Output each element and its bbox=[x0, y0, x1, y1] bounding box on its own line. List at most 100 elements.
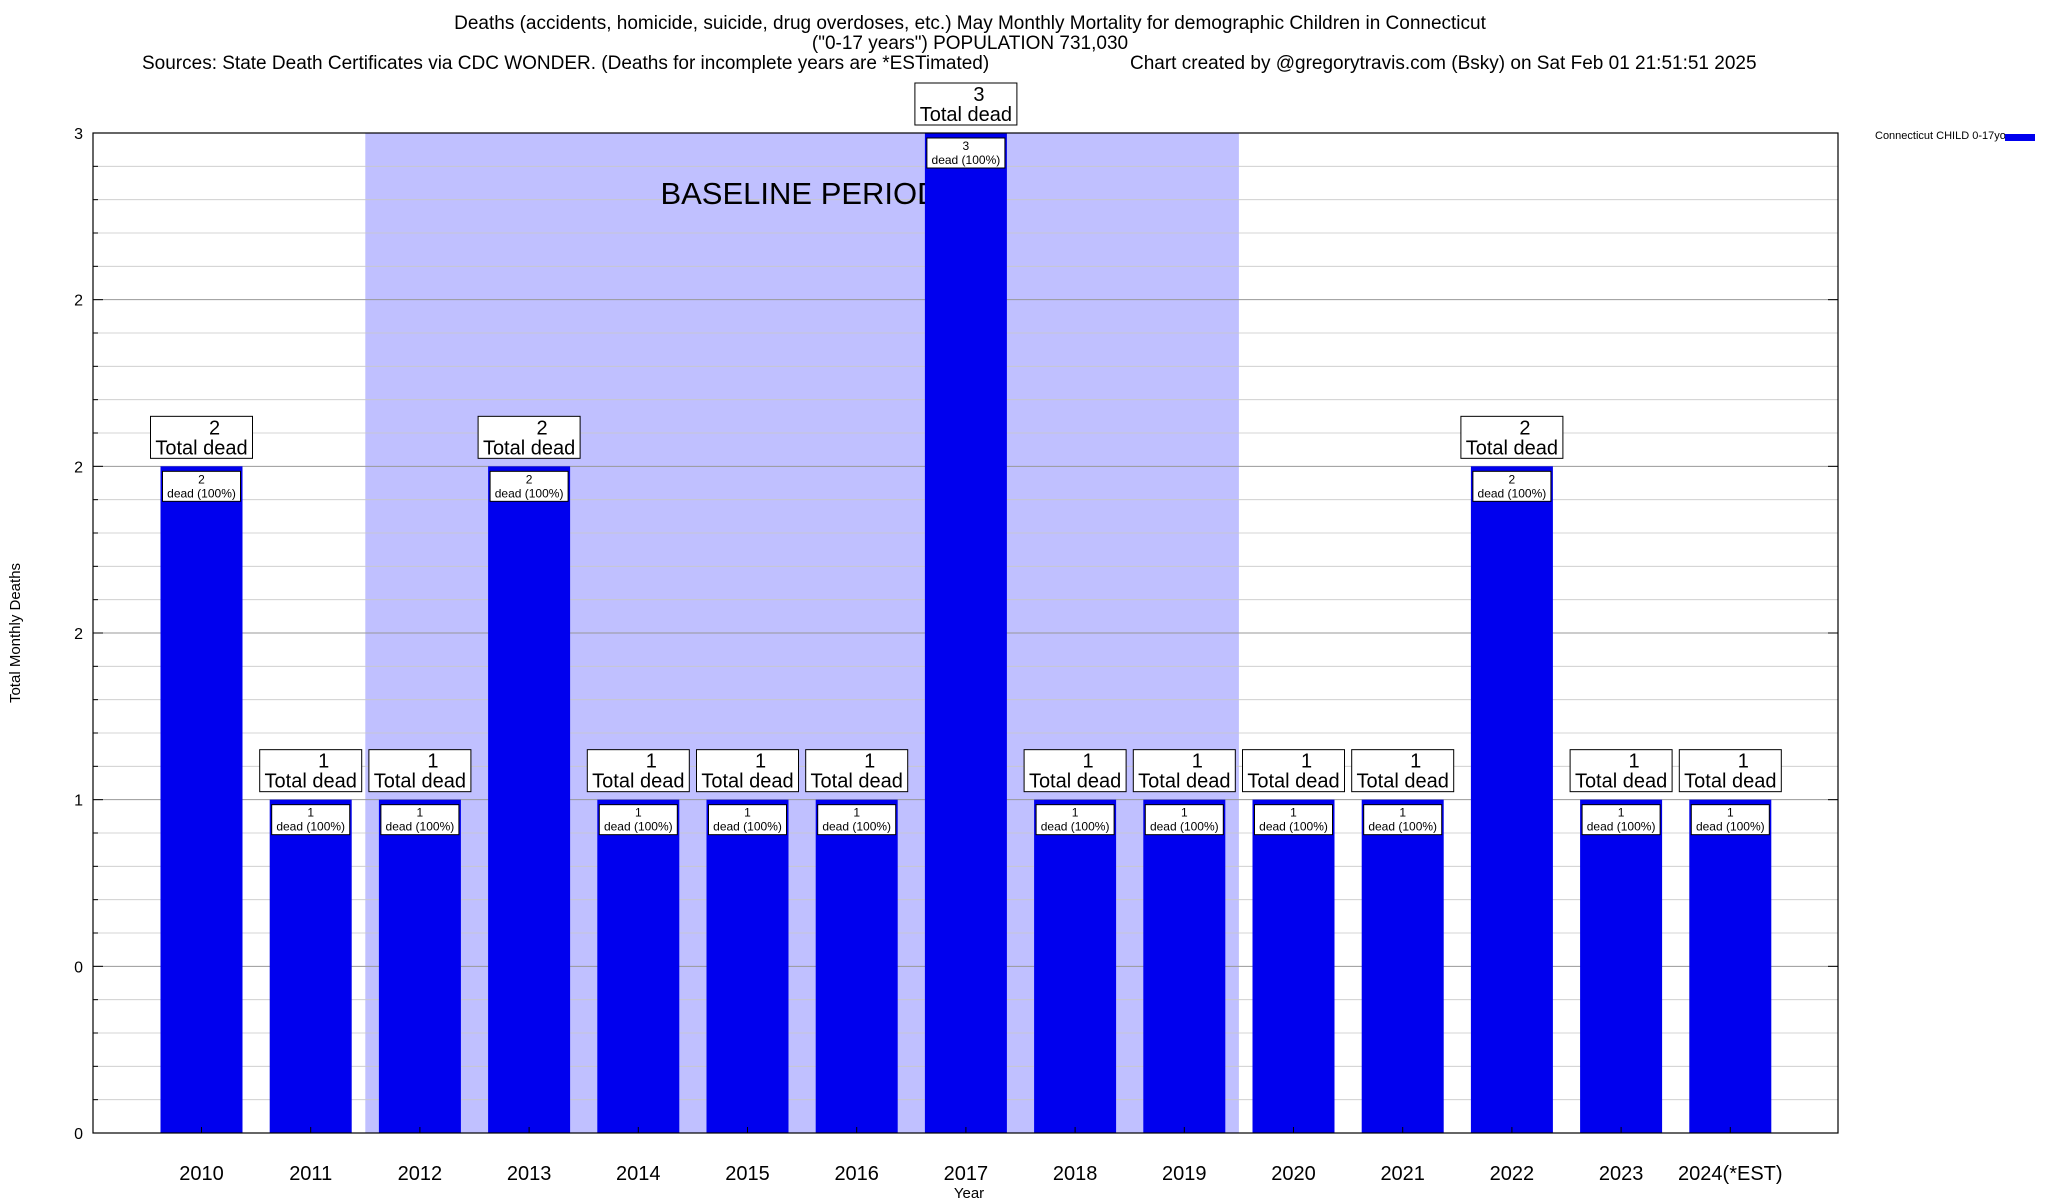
bar-2020 bbox=[1252, 799, 1335, 1133]
total-label-value: 1 bbox=[427, 751, 438, 773]
total-label-value: 1 bbox=[1192, 751, 1203, 773]
inner-label-box bbox=[1472, 470, 1552, 502]
inner-label-value: 1 bbox=[417, 806, 424, 820]
total-label-value: 1 bbox=[1738, 751, 1749, 773]
total-label-box bbox=[1132, 749, 1236, 793]
total-label-text: Total dead bbox=[1138, 771, 1230, 793]
inner-label-value: 1 bbox=[635, 806, 642, 820]
total-label-text: Total dead bbox=[374, 771, 466, 793]
bar-2024(*EST) bbox=[1689, 799, 1772, 1133]
total-label-text: Total dead bbox=[483, 437, 575, 459]
y-tick-label: 1 bbox=[74, 793, 83, 810]
total-label-text: Total dead bbox=[811, 771, 903, 793]
x-tick-label: 2016 bbox=[834, 1163, 879, 1185]
x-axis-title: Year bbox=[954, 1185, 984, 1200]
bar-2012 bbox=[378, 799, 461, 1133]
total-label-value: 1 bbox=[755, 751, 766, 773]
inner-label-value: 1 bbox=[1399, 806, 1406, 820]
x-tick-label: 2018 bbox=[1053, 1163, 1098, 1185]
total-label-text: Total dead bbox=[920, 104, 1012, 126]
x-tick-label: 2020 bbox=[1271, 1163, 1316, 1185]
inner-label-text: dead (100%) bbox=[167, 486, 236, 500]
x-tick-label: 2011 bbox=[289, 1163, 332, 1185]
x-tick-label: 2022 bbox=[1490, 1163, 1535, 1185]
chart-credit: Chart created by @gregorytravis.com (Bsk… bbox=[1130, 53, 1757, 74]
total-label-value: 2 bbox=[1519, 417, 1530, 439]
inner-label-box bbox=[1035, 804, 1115, 836]
x-tick-label: 2023 bbox=[1599, 1163, 1644, 1185]
total-label-value: 2 bbox=[209, 417, 220, 439]
inner-label-value: 1 bbox=[307, 806, 314, 820]
bar-2014 bbox=[597, 799, 680, 1133]
inner-label-value: 2 bbox=[1509, 472, 1516, 486]
total-label-box bbox=[1460, 415, 1564, 459]
total-label-value: 1 bbox=[1629, 751, 1640, 773]
inner-label-text: dead (100%) bbox=[1368, 820, 1437, 834]
total-label-text: Total dead bbox=[1684, 771, 1776, 793]
bar-2010 bbox=[160, 466, 243, 1133]
total-label-box bbox=[1678, 749, 1782, 793]
total-label-value: 1 bbox=[1083, 751, 1094, 773]
total-label-text: Total dead bbox=[1575, 771, 1667, 793]
inner-label-value: 1 bbox=[1727, 806, 1734, 820]
total-label-text: Total dead bbox=[701, 771, 793, 793]
total-label-value: 1 bbox=[1410, 751, 1421, 773]
total-label-value: 2 bbox=[537, 417, 548, 439]
total-label-box bbox=[696, 749, 799, 793]
legend-label: Connecticut CHILD 0-17yo bbox=[1875, 130, 2006, 142]
bar-2011 bbox=[269, 799, 352, 1133]
inner-label-box bbox=[1581, 804, 1661, 836]
total-label-box bbox=[1351, 749, 1455, 793]
x-tick-label: 2010 bbox=[179, 1163, 224, 1185]
inner-label-box bbox=[1144, 804, 1224, 836]
inner-label-value: 1 bbox=[853, 806, 860, 820]
bar-2019 bbox=[1143, 799, 1226, 1133]
baseline-period-label: BASELINE PERIOD bbox=[660, 176, 939, 211]
total-label-box bbox=[477, 415, 581, 459]
inner-label-box bbox=[1254, 804, 1333, 836]
x-tick-label: 2012 bbox=[398, 1163, 443, 1185]
inner-label-box bbox=[708, 804, 787, 836]
inner-label-box bbox=[598, 804, 678, 836]
inner-label-value: 1 bbox=[1618, 806, 1625, 820]
total-label-value: 1 bbox=[864, 751, 875, 773]
y-tick-label: 0 bbox=[74, 1126, 83, 1143]
total-label-text: Total dead bbox=[1029, 771, 1121, 793]
total-label-box bbox=[914, 82, 1018, 126]
inner-label-value: 1 bbox=[1290, 806, 1297, 820]
inner-label-box bbox=[162, 470, 241, 502]
inner-label-value: 1 bbox=[744, 806, 751, 820]
inner-label-text: dead (100%) bbox=[495, 486, 564, 500]
total-label-value: 1 bbox=[646, 751, 657, 773]
inner-label-value: 1 bbox=[1072, 806, 1079, 820]
inner-label-text: dead (100%) bbox=[1150, 820, 1219, 834]
bar-2021 bbox=[1361, 799, 1444, 1133]
y-tick-label: 2 bbox=[74, 459, 83, 476]
inner-label-value: 3 bbox=[963, 139, 970, 153]
bar-2016 bbox=[815, 799, 898, 1133]
inner-label-text: dead (100%) bbox=[1041, 820, 1110, 834]
inner-label-box bbox=[817, 804, 897, 836]
bar-2018 bbox=[1034, 799, 1117, 1133]
inner-label-box bbox=[1690, 804, 1770, 836]
total-label-box bbox=[1023, 749, 1127, 793]
total-label-box bbox=[259, 749, 363, 793]
x-tick-label: 2014 bbox=[616, 1163, 661, 1185]
inner-label-box bbox=[1363, 804, 1443, 836]
chart-sources: Sources: State Death Certificates via CD… bbox=[142, 53, 990, 74]
inner-label-text: dead (100%) bbox=[1696, 820, 1765, 834]
inner-label-box bbox=[926, 137, 1006, 169]
bar-2015 bbox=[706, 799, 789, 1133]
inner-label-text: dead (100%) bbox=[604, 820, 673, 834]
inner-label-text: dead (100%) bbox=[1587, 820, 1656, 834]
total-label-text: Total dead bbox=[1247, 771, 1339, 793]
inner-label-value: 2 bbox=[526, 472, 533, 486]
x-tick-label: 2013 bbox=[507, 1163, 552, 1185]
chart-title-line-2: ("0-17 years") POPULATION 731,030 bbox=[811, 33, 1129, 54]
y-tick-label: 0 bbox=[74, 959, 83, 976]
inner-label-box bbox=[489, 470, 569, 502]
inner-label-text: dead (100%) bbox=[713, 820, 782, 834]
total-label-value: 3 bbox=[973, 84, 984, 106]
x-tick-label: 2024(*EST) bbox=[1678, 1163, 1783, 1185]
